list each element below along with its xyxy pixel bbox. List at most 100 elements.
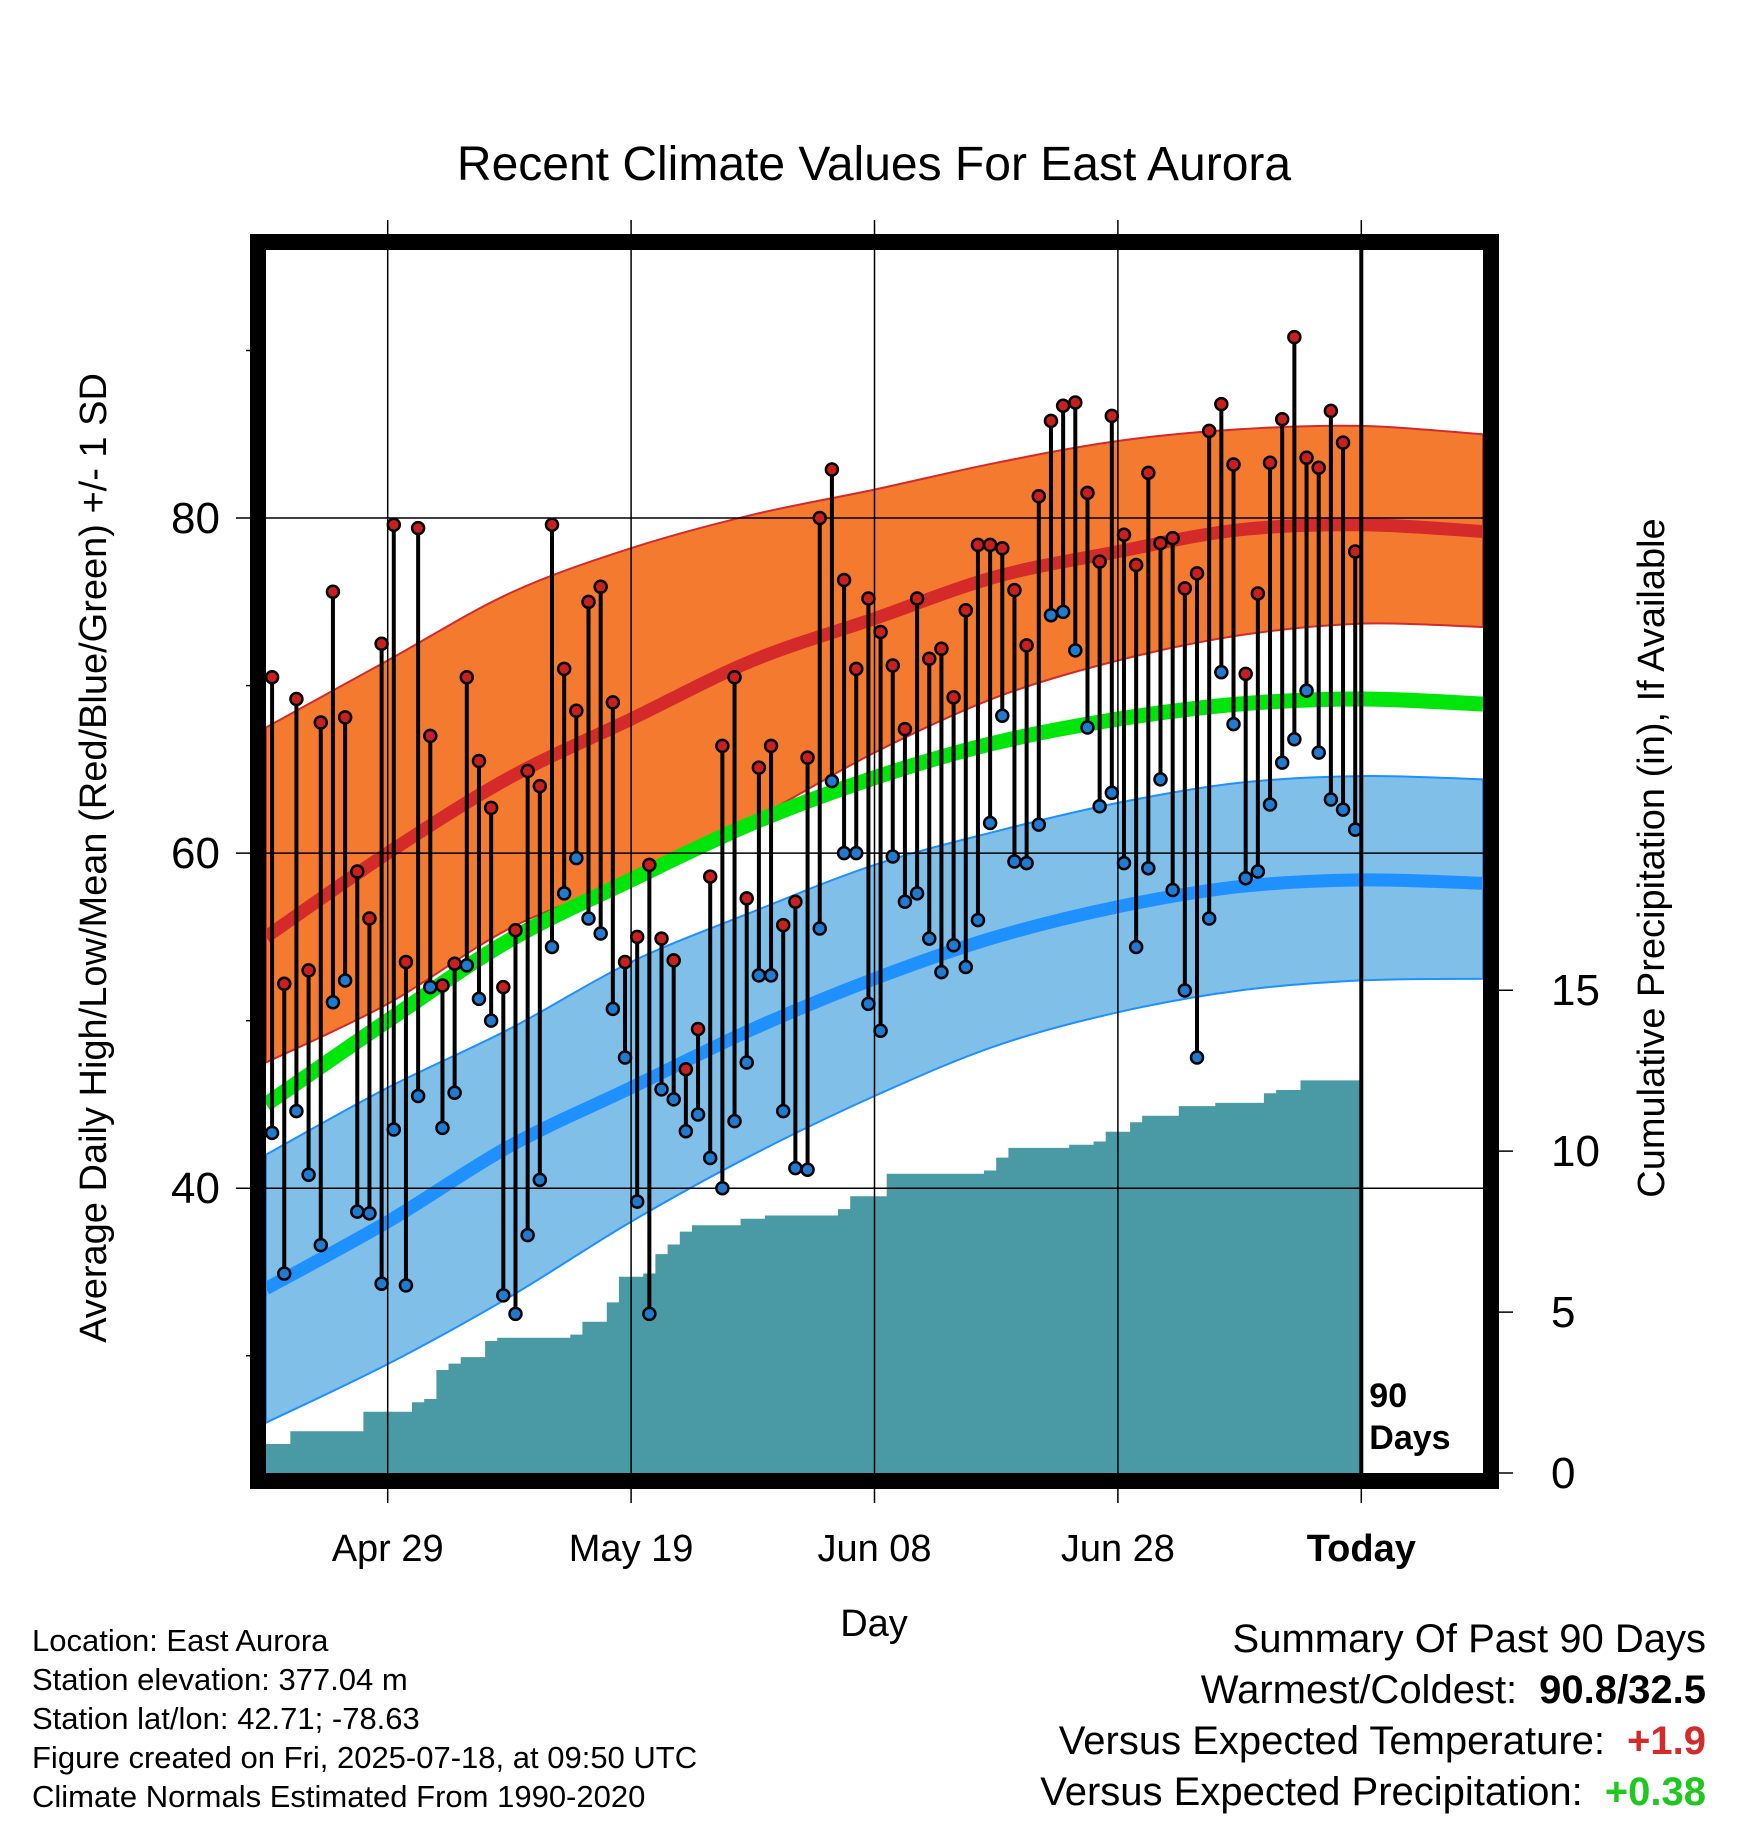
today-days-label: Days (1369, 1419, 1450, 1457)
daily-high-point (885, 658, 901, 673)
low-normal-band (266, 775, 1483, 1424)
daily-high-point (508, 922, 523, 938)
daily-high-point (1092, 554, 1107, 569)
daily-low-point (1043, 607, 1059, 623)
daily-high-point (629, 929, 645, 945)
daily-low-point (1177, 983, 1193, 998)
daily-high-point (1262, 455, 1278, 471)
daily-high-point (325, 584, 341, 600)
daily-high-point (301, 963, 316, 978)
daily-high-point (410, 520, 426, 536)
daily-high-point (496, 979, 511, 995)
daily-high-point (775, 917, 791, 933)
daily-high-point (922, 651, 937, 667)
daily-high-point (337, 710, 353, 725)
summary-panel: Summary Of Past 90 Days Warmest/Coldest:… (1040, 1614, 1706, 1818)
y2-tick-label: 5 (1551, 1288, 1575, 1337)
daily-low-point (702, 1150, 718, 1166)
daily-high-point (435, 978, 450, 993)
daily-low-point (1068, 643, 1083, 658)
daily-high-point (289, 691, 304, 707)
daily-low-point (1128, 939, 1144, 955)
daily-high-point (739, 891, 754, 906)
daily-high-point (1189, 566, 1205, 581)
daily-low-point (1201, 911, 1217, 926)
daily-low-point (690, 1107, 706, 1122)
daily-low-point (897, 894, 913, 909)
precipitation-area (266, 1080, 1362, 1473)
daily-high-point (593, 579, 608, 594)
created-text: Figure created on Fri, 2025-07-18, at 09… (32, 1740, 698, 1775)
daily-high-point (1299, 450, 1314, 465)
daily-high-point (958, 602, 974, 618)
daily-high-point (1116, 527, 1132, 543)
daily-high-point (1287, 329, 1302, 345)
daily-high-point (836, 572, 852, 588)
daily-high-point (946, 690, 961, 705)
x-tick-label: Apr 29 (332, 1528, 444, 1570)
daily-high-point (1335, 435, 1351, 450)
daily-high-point (1019, 638, 1034, 653)
daily-low-point (909, 886, 925, 901)
daily-low-point (410, 1088, 426, 1104)
daily-low-point (958, 959, 974, 975)
daily-low-point (836, 845, 852, 861)
daily-low-point (569, 850, 584, 866)
daily-high-point (909, 591, 925, 606)
y-tick-label: 80 (171, 494, 220, 543)
daily-low-point (496, 1288, 511, 1303)
daily-high-point (763, 738, 779, 754)
chart-title: Recent Climate Values For East Aurora (457, 138, 1291, 191)
daily-low-point (1238, 871, 1253, 886)
daily-high-point (824, 462, 840, 477)
today-days-count: 90 (1369, 1377, 1407, 1415)
daily-low-point (1287, 731, 1302, 747)
daily-high-point (1128, 557, 1144, 573)
daily-low-point (313, 1237, 329, 1253)
daily-low-point (266, 1125, 280, 1141)
plot-area: 90 Days (266, 250, 1483, 1473)
daily-low-point (788, 1160, 803, 1176)
daily-high-point (605, 695, 621, 710)
daily-low-point (544, 939, 560, 955)
daily-high-point (447, 956, 462, 971)
daily-low-point (325, 994, 341, 1010)
daily-low-point (1323, 792, 1339, 807)
daily-low-point (824, 773, 840, 789)
daily-high-point (617, 954, 633, 970)
daily-low-point (1189, 1050, 1205, 1065)
daily-low-point (715, 1180, 730, 1196)
daily-low-point (1311, 745, 1326, 760)
daily-high-point (751, 760, 767, 775)
daily-low-point (1299, 683, 1314, 698)
daily-high-point (873, 624, 888, 640)
warm-cold-label: Warmest/Coldest: (1200, 1668, 1518, 1712)
daily-low-point (483, 1013, 499, 1028)
daily-high-point (398, 954, 414, 970)
daily-low-point (593, 926, 608, 941)
summary-warm-cold: Warmest/Coldest: 90.8/32.5 (1040, 1665, 1706, 1716)
daily-low-point (1153, 772, 1168, 787)
daily-low-point (642, 1306, 657, 1322)
daily-low-point (362, 1206, 377, 1221)
daily-high-point (483, 800, 499, 816)
daily-low-point (751, 968, 767, 983)
daily-low-point (982, 815, 998, 831)
daily-high-point (532, 778, 548, 794)
daily-low-point (885, 849, 901, 864)
daily-high-point (1043, 413, 1059, 429)
daily-high-point (1068, 395, 1083, 410)
daily-high-point (313, 715, 329, 730)
daily-high-point (581, 594, 596, 610)
daily-high-point (1165, 530, 1180, 546)
daily-high-point (1104, 408, 1120, 424)
daily-low-point (289, 1103, 304, 1119)
daily-high-point (1055, 398, 1071, 414)
x-axis-label: Day (840, 1603, 908, 1645)
daily-high-point (471, 753, 487, 769)
daily-high-point (982, 537, 998, 553)
daily-low-point (812, 921, 827, 936)
y-axis-label: Average Daily High/Low/Mean (Red/Blue/Gr… (73, 373, 115, 1343)
daily-high-point (702, 869, 718, 884)
daily-high-point (995, 540, 1010, 556)
